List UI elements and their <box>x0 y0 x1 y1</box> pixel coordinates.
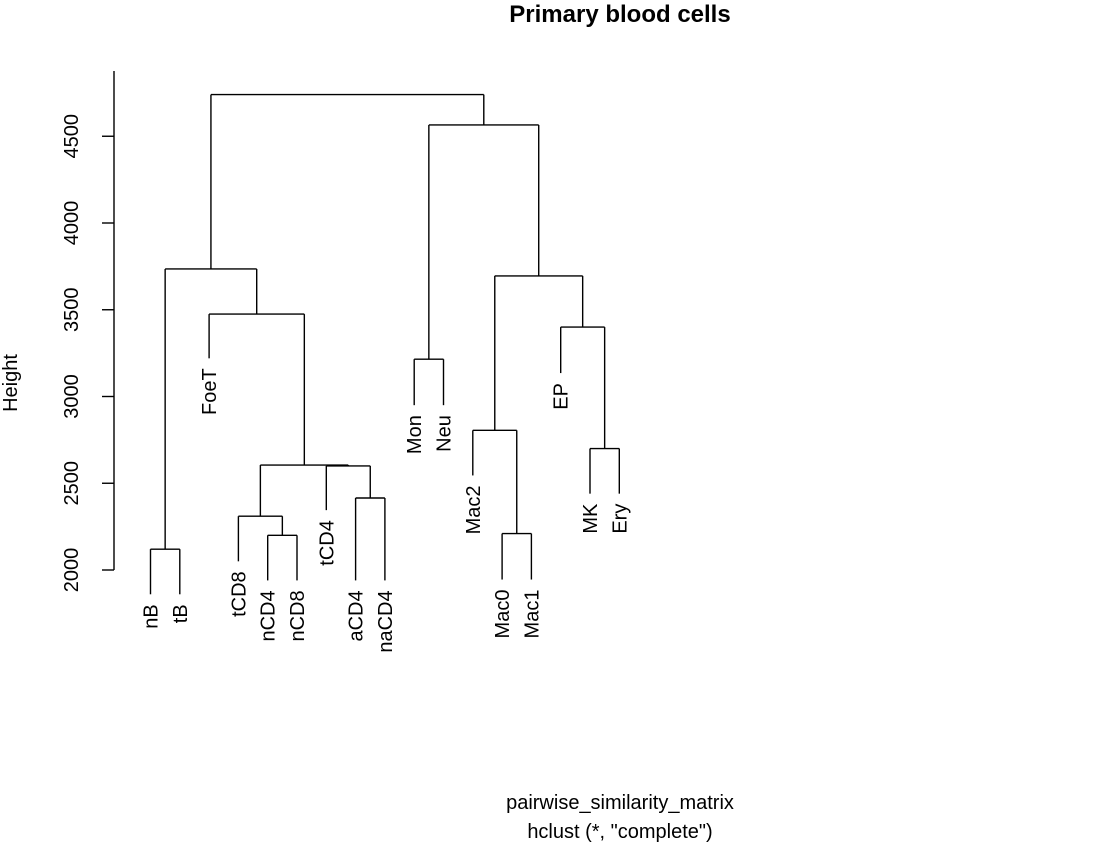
leaf-label-Mac1: Mac1 <box>521 590 543 639</box>
leaf-label-EP: EP <box>551 383 573 410</box>
y-axis-label: Height <box>0 354 22 412</box>
leaf-label-nCD4: nCD4 <box>258 590 280 641</box>
leaf-label-Neu: Neu <box>434 415 456 452</box>
leaf-label-FoeT: FoeT <box>199 368 221 415</box>
y-tick-label-4500: 4500 <box>61 114 83 159</box>
leaf-labels: nB tB FoeT tCD8 nCD4 nCD8 tCD4 aCD4 naCD4 Mon Neu M… <box>141 368 632 652</box>
chart-title: Primary blood cells <box>509 1 730 28</box>
leaf-label-naCD4: naCD4 <box>375 590 397 652</box>
leaf-label-tB: tB <box>170 604 192 623</box>
leaf-label-Mac2: Mac2 <box>463 485 485 534</box>
leaf-label-tCD4: tCD4 <box>316 520 338 566</box>
x-axis-label: pairwise_similarity_matrix <box>506 792 734 814</box>
leaf-label-Mon: Mon <box>404 415 426 454</box>
leaf-label-aCD4: aCD4 <box>346 590 368 641</box>
leaf-label-Mac0: Mac0 <box>492 590 514 639</box>
method-label: hclust (*, "complete") <box>527 821 712 843</box>
leaf-label-tCD8: tCD8 <box>228 571 250 617</box>
leaf-label-Ery: Ery <box>609 504 631 534</box>
y-tick-label-2500: 2500 <box>61 461 83 506</box>
y-tick-label-3500: 3500 <box>61 288 83 333</box>
y-tick-label-2000: 2000 <box>61 548 83 593</box>
y-axis: 2000 2500 3000 3500 4000 4500 <box>61 71 115 593</box>
leaf-label-nCD8: nCD8 <box>287 590 309 641</box>
leaf-label-MK: MK <box>580 503 602 534</box>
dendrogram-links <box>149 93 620 595</box>
leaf-label-nB: nB <box>141 604 163 628</box>
y-tick-label-3000: 3000 <box>61 374 83 419</box>
y-tick-label-4000: 4000 <box>61 201 83 246</box>
